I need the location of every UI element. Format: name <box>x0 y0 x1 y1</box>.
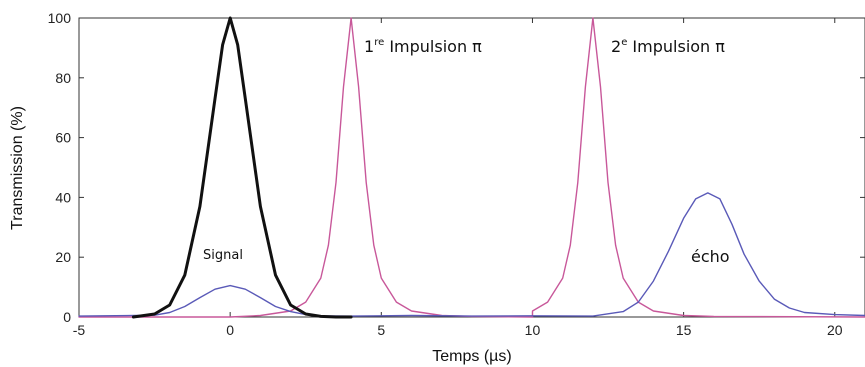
series-line-pulse-2 <box>531 17 865 318</box>
x-tick-label: 10 <box>525 322 541 338</box>
x-tick-label: -5 <box>73 322 86 338</box>
annotation-pulse-1-text: Impulsion π <box>384 37 482 56</box>
series-line-pulse-1 <box>78 17 534 318</box>
series-line-transmission <box>78 192 865 317</box>
annotation-pulse-1-superscript: re <box>374 37 384 48</box>
x-tick-label: 15 <box>676 322 692 338</box>
y-tick-label: 80 <box>55 70 71 86</box>
x-tick-label: 5 <box>377 322 385 338</box>
annotation-pulse-2-superscript: e <box>621 37 627 48</box>
y-tick-label: 40 <box>55 189 71 205</box>
y-tick-label: 0 <box>63 309 71 325</box>
series-group <box>78 16 865 319</box>
y-tick-label: 100 <box>48 10 72 26</box>
annotation-pulse-2-number: 2 <box>611 37 621 56</box>
y-axis-title: Transmission (%) <box>9 106 26 230</box>
annotation-pulse-2: 2e Impulsion π <box>611 37 725 56</box>
annotation-pulse-2-text: Impulsion π <box>627 37 725 56</box>
y-tick-label: 60 <box>55 130 71 146</box>
y-tick-label: 20 <box>55 249 71 265</box>
plot-frame <box>78 17 865 318</box>
x-tick-label: 20 <box>827 322 843 338</box>
annotation-echo: écho <box>691 247 730 266</box>
annotation-pulse-1-number: 1 <box>364 37 374 56</box>
annotation-signal: Signal <box>203 248 243 263</box>
x-tick-label: 0 <box>226 322 234 338</box>
x-axis-title: Temps (µs) <box>432 348 511 365</box>
series-line-signal <box>131 16 353 319</box>
annotation-pulse-1: 1re Impulsion π <box>364 37 482 56</box>
